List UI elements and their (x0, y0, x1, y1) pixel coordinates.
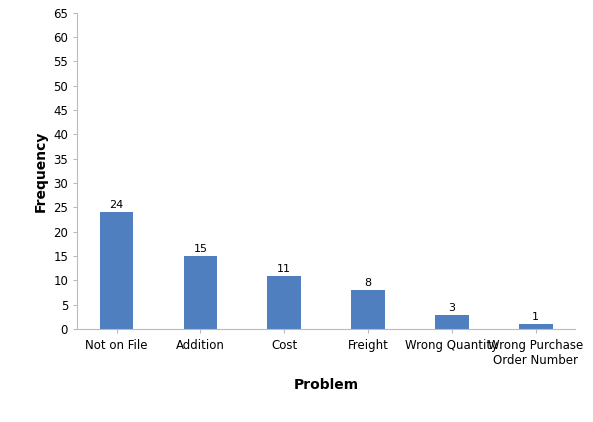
Bar (184, 256, 217, 329)
Bar (519, 324, 553, 329)
X-axis label: Problem: Problem (294, 378, 359, 392)
Text: 11: 11 (277, 264, 291, 273)
Y-axis label: Frequency: Frequency (34, 130, 47, 211)
Text: 3: 3 (448, 303, 455, 313)
Text: 1: 1 (533, 312, 539, 322)
Bar (100, 212, 133, 329)
Text: 24: 24 (109, 200, 123, 210)
Bar (351, 290, 385, 329)
Text: 15: 15 (193, 244, 208, 254)
Bar (435, 314, 468, 329)
Bar (267, 276, 301, 329)
Text: 8: 8 (365, 278, 372, 288)
